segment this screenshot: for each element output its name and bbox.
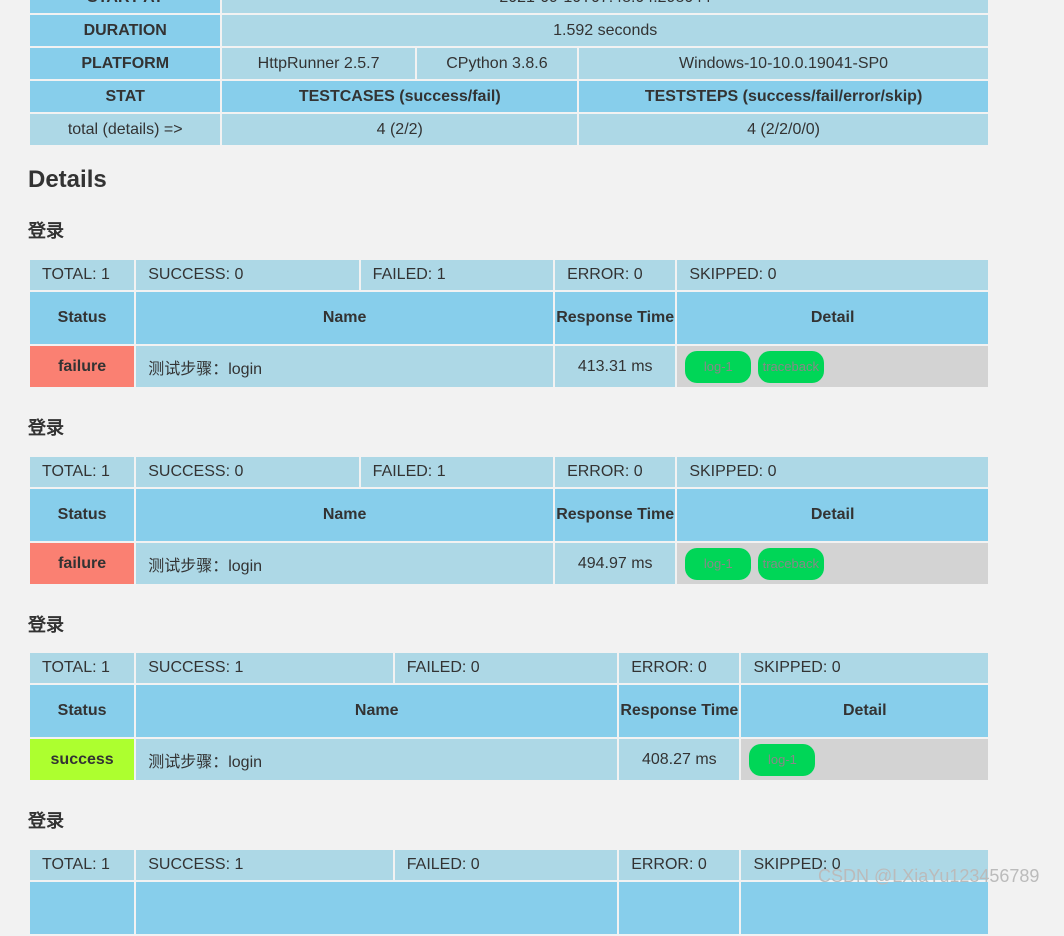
suite-success: SUCCESS: 0	[136, 260, 359, 290]
col-detail: Detail	[741, 685, 988, 737]
suite-skipped: SKIPPED: 0	[677, 260, 988, 290]
suite-success: SUCCESS: 1	[136, 850, 393, 880]
suite-table: TOTAL: 1 SUCCESS: 1 FAILED: 0 ERROR: 0 S…	[28, 848, 990, 936]
suite-table: TOTAL: 1 SUCCESS: 0 FAILED: 1 ERROR: 0 S…	[28, 455, 990, 586]
col-name	[136, 882, 618, 934]
col-response-time: Response Time	[555, 292, 676, 344]
suite-error: ERROR: 0	[555, 260, 676, 290]
status-cell: failure	[30, 543, 135, 584]
step-name: 测试步骤：login	[136, 346, 554, 387]
details-heading: Details	[28, 166, 107, 193]
col-status: Status	[30, 685, 135, 737]
suite-total: TOTAL: 1	[30, 260, 135, 290]
col-response-time: Response Time	[619, 685, 740, 737]
suite-error: ERROR: 0	[619, 653, 740, 683]
suite-table: TOTAL: 1 SUCCESS: 0 FAILED: 1 ERROR: 0 S…	[28, 258, 990, 389]
response-time: 408.27 ms	[619, 739, 740, 780]
col-detail: Detail	[677, 292, 988, 344]
traceback-button[interactable]: traceback	[757, 350, 824, 383]
log-button[interactable]: log-1	[749, 743, 816, 776]
col-status: Status	[30, 489, 135, 541]
detail-cell: log-1 traceback	[677, 346, 988, 387]
table-row: failure 测试步骤：login 494.97 ms log-1 trace…	[30, 543, 988, 584]
detail-cell: log-1 traceback	[677, 543, 988, 584]
status-cell: success	[30, 739, 135, 780]
suite-title: 登录	[28, 811, 64, 831]
suite-title: 登录	[28, 418, 64, 438]
platform-label: PLATFORM	[30, 48, 221, 79]
duration-label: DURATION	[30, 15, 221, 46]
col-name: Name	[136, 292, 554, 344]
teststeps-value: 4 (2/2/0/0)	[579, 114, 988, 145]
duration-value: 1.592 seconds	[222, 15, 988, 46]
col-detail: Detail	[677, 489, 988, 541]
suite-total: TOTAL: 1	[30, 850, 135, 880]
watermark: CSDN @LXiaYu123456789	[818, 866, 1040, 886]
col-name: Name	[136, 685, 618, 737]
detail-cell: log-1	[741, 739, 988, 780]
table-row: success 测试步骤：login 408.27 ms log-1	[30, 739, 988, 780]
suite-title: 登录	[28, 221, 64, 241]
suite-title: 登录	[28, 615, 64, 635]
suite-table: TOTAL: 1 SUCCESS: 1 FAILED: 0 ERROR: 0 S…	[28, 651, 990, 782]
log-button[interactable]: log-1	[685, 350, 752, 383]
platform-httprunner: HttpRunner 2.5.7	[222, 48, 415, 79]
suite-skipped: SKIPPED: 0	[741, 653, 988, 683]
col-response-time: Response Time	[555, 489, 676, 541]
suite-failed: FAILED: 0	[394, 653, 618, 683]
suite-total: TOTAL: 1	[30, 457, 135, 487]
suite-failed: FAILED: 1	[360, 457, 554, 487]
suite-error: ERROR: 0	[619, 850, 740, 880]
summary-table: START AT 2021-09-10T07:48:04.298044 DURA…	[28, 0, 990, 147]
suite-error: ERROR: 0	[555, 457, 676, 487]
col-status	[30, 882, 135, 934]
step-name: 测试步骤：login	[136, 543, 554, 584]
suite-total: TOTAL: 1	[30, 653, 135, 683]
teststeps-label: TESTSTEPS (success/fail/error/skip)	[579, 81, 988, 112]
suite-skipped: SKIPPED: 0	[677, 457, 988, 487]
stat-label: STAT	[30, 81, 221, 112]
step-name: 测试步骤：login	[136, 739, 618, 780]
table-row: failure 测试步骤：login 413.31 ms log-1 trace…	[30, 346, 988, 387]
col-detail	[741, 882, 988, 934]
response-time: 413.31 ms	[555, 346, 676, 387]
start-at-value: 2021-09-10T07:48:04.298044	[222, 0, 988, 13]
total-details-label: total (details) =>	[30, 114, 221, 145]
suite-skipped: SKIPPED: 0	[741, 850, 988, 880]
platform-os: Windows-10-10.0.19041-SP0	[579, 48, 988, 79]
col-name: Name	[136, 489, 554, 541]
testcases-label: TESTCASES (success/fail)	[222, 81, 578, 112]
col-response-time	[619, 882, 740, 934]
log-button[interactable]: log-1	[685, 547, 752, 580]
traceback-button[interactable]: traceback	[757, 547, 824, 580]
start-at-label: START AT	[30, 0, 221, 13]
status-cell: failure	[30, 346, 135, 387]
response-time: 494.97 ms	[555, 543, 676, 584]
suite-failed: FAILED: 0	[394, 850, 618, 880]
suite-success: SUCCESS: 1	[136, 653, 393, 683]
platform-python: CPython 3.8.6	[416, 48, 578, 79]
suite-success: SUCCESS: 0	[136, 457, 359, 487]
col-status: Status	[30, 292, 135, 344]
suite-failed: FAILED: 1	[360, 260, 554, 290]
testcases-value: 4 (2/2)	[222, 114, 578, 145]
